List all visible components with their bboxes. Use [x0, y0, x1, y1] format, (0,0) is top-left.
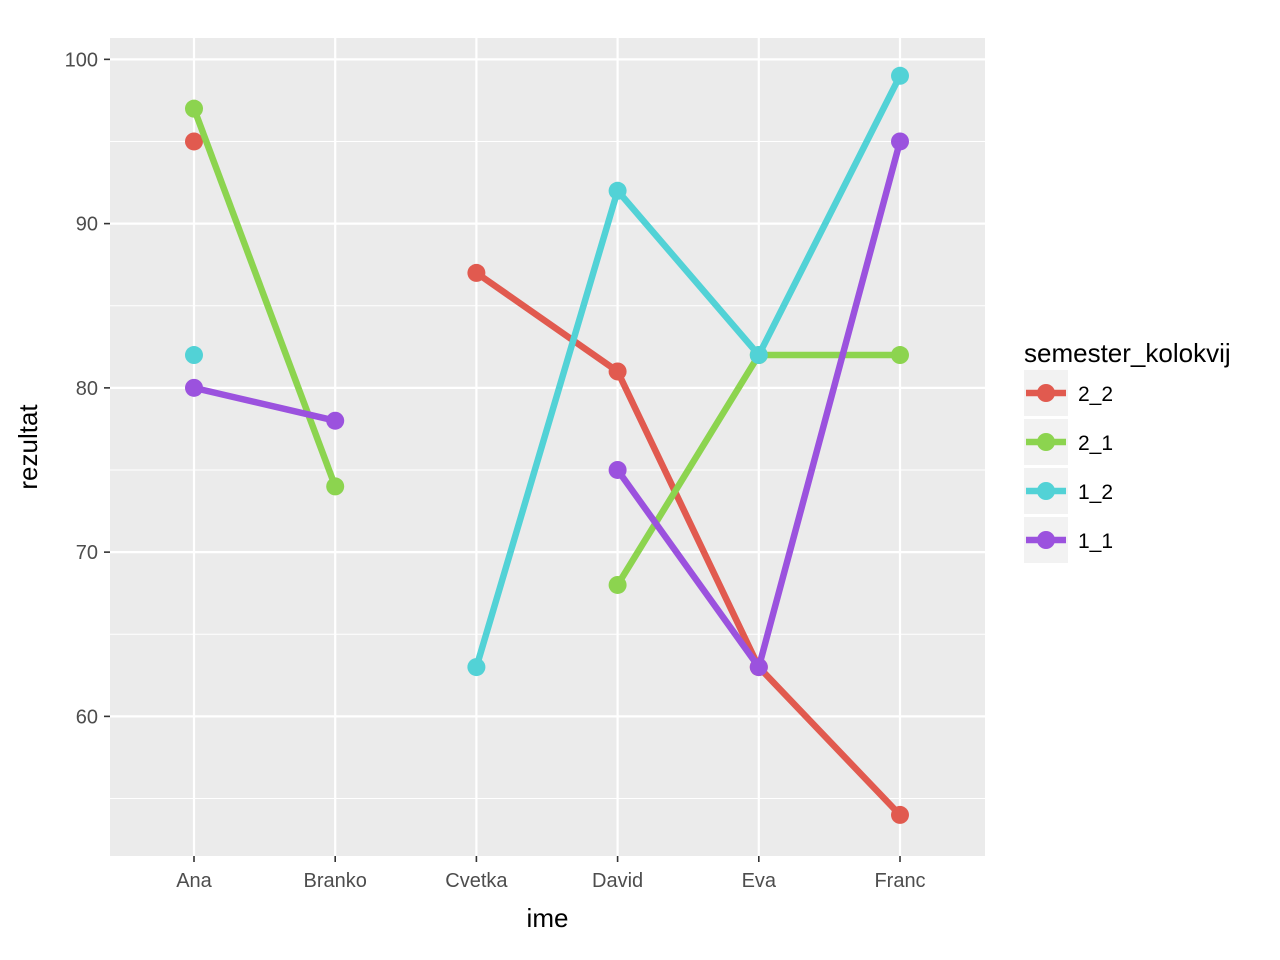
data-point	[608, 460, 627, 479]
legend-key-point	[1037, 433, 1055, 451]
legend-key-point	[1037, 531, 1055, 549]
x-tick-label: Ana	[176, 870, 212, 892]
legend-item: 1_2	[1024, 468, 1113, 514]
legend-label: 2_2	[1078, 383, 1113, 406]
x-tick-label: Franc	[874, 870, 925, 892]
data-point	[749, 346, 768, 365]
legend-label: 1_1	[1078, 530, 1113, 553]
series-1_2	[185, 66, 909, 677]
data-point	[749, 658, 768, 677]
y-tick-label: 90	[76, 214, 98, 236]
data-point	[891, 66, 909, 85]
series-line	[474, 270, 903, 818]
major-gridlines	[110, 38, 985, 856]
data-point	[185, 99, 203, 118]
data-point	[891, 805, 909, 824]
y-tick-label: 100	[65, 49, 98, 71]
y-tick-label: 60	[76, 706, 98, 728]
data-point	[608, 181, 627, 200]
legend-key-point	[1037, 384, 1055, 402]
legend-title: semester_kolokvij	[1024, 338, 1231, 368]
minor-gridlines	[110, 140, 985, 800]
x-tick-label: Cvetka	[445, 870, 508, 892]
legend-key-point	[1037, 482, 1055, 500]
legend-label: 2_1	[1078, 432, 1113, 455]
axes: 60 70 80 90 100 Ana Branko Cvetka David Eva Franc	[65, 49, 926, 892]
series-layer	[185, 66, 909, 824]
data-point	[467, 263, 486, 282]
series-line	[193, 384, 336, 424]
legend-item: 2_1	[1024, 419, 1113, 465]
y-tick-label: 70	[76, 542, 98, 564]
data-point	[185, 346, 203, 365]
data-point	[326, 411, 345, 430]
legend-label: 1_2	[1078, 481, 1113, 504]
series-line	[190, 107, 339, 488]
data-point	[467, 658, 486, 677]
data-point	[185, 132, 203, 151]
data-point	[608, 362, 627, 381]
series-line	[473, 74, 903, 669]
y-tick-label: 80	[76, 378, 98, 400]
legend: semester_kolokvij 2_2 2_1 1_2 1_1	[1024, 338, 1231, 563]
data-point	[185, 378, 203, 397]
series-1_1	[185, 132, 909, 677]
x-tick-label: David	[592, 870, 643, 892]
data-point	[891, 132, 909, 151]
data-point	[326, 477, 345, 496]
plot-panel	[110, 38, 985, 856]
data-point	[608, 575, 627, 594]
x-axis-title: ime	[527, 903, 569, 933]
y-axis-title: rezultat	[13, 404, 43, 490]
legend-item: 1_1	[1024, 517, 1113, 563]
x-tick-label: Branko	[304, 870, 367, 892]
x-tick-label: Eva	[742, 870, 777, 892]
data-point	[891, 346, 909, 365]
legend-item: 2_2	[1024, 370, 1113, 416]
